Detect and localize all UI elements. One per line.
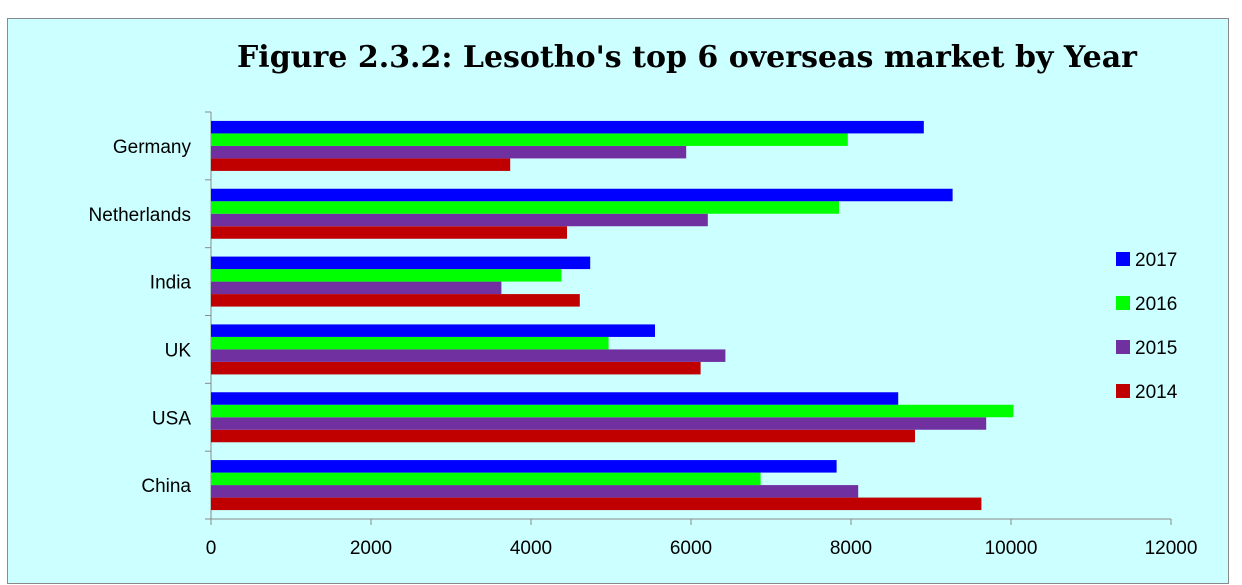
y-tick-label: Germany: [113, 137, 192, 158]
bar-india-2016: [211, 269, 562, 282]
bar-netherlands-2017: [211, 188, 953, 202]
bar-netherlands-2016: [211, 201, 839, 214]
bar-uk-2016: [211, 336, 609, 350]
legend-swatch-2017: [1116, 252, 1130, 266]
bars: [211, 120, 1014, 511]
chart-title: Figure 2.3.2: Lesotho's top 6 overseas m…: [237, 40, 1138, 75]
y-tick-label: India: [150, 273, 192, 294]
axes: [205, 111, 1172, 525]
legend-label-2014: 2014: [1135, 382, 1178, 403]
bar-india-2017: [211, 256, 591, 270]
x-tick-label: 6000: [670, 538, 712, 559]
x-tick-label: 8000: [830, 538, 872, 559]
bar-china-2014: [211, 497, 982, 511]
legend-swatch-2014: [1116, 384, 1130, 398]
bar-germany-2016: [211, 133, 848, 146]
bar-germany-2017: [211, 120, 924, 134]
bar-uk-2015: [211, 349, 726, 362]
x-tick-label: 2000: [350, 538, 392, 559]
x-tick-label: 12000: [1145, 538, 1198, 559]
x-tick-label: 10000: [985, 538, 1038, 559]
bar-china-2015: [211, 485, 859, 498]
bar-india-2014: [211, 294, 580, 307]
bar-chart: Figure 2.3.2: Lesotho's top 6 overseas m…: [89, 40, 1198, 559]
bar-uk-2014: [211, 361, 701, 375]
bar-usa-2016: [211, 404, 1014, 418]
y-tick-label: China: [141, 476, 191, 497]
legend-label-2016: 2016: [1135, 294, 1177, 315]
bar-uk-2017: [211, 324, 655, 337]
y-tick-label: USA: [152, 408, 191, 429]
legend: 2017 2016 2015 2014: [1116, 250, 1178, 403]
bar-netherlands-2015: [211, 213, 708, 227]
bar-germany-2014: [211, 158, 511, 171]
x-tick-label: 4000: [510, 538, 552, 559]
legend-label-2015: 2015: [1135, 338, 1177, 359]
bar-china-2016: [211, 472, 761, 486]
chart-area: Figure 2.3.2: Lesotho's top 6 overseas m…: [7, 18, 1229, 584]
legend-swatch-2015: [1116, 340, 1130, 354]
bar-usa-2015: [211, 417, 987, 430]
bar-netherlands-2014: [211, 226, 567, 239]
y-tick-label: UK: [165, 340, 192, 361]
bar-usa-2014: [211, 429, 915, 443]
y-tick-label: Netherlands: [89, 205, 191, 226]
bar-usa-2017: [211, 392, 899, 405]
bar-india-2015: [211, 281, 502, 295]
x-tick-label: 0: [206, 538, 217, 559]
bar-china-2017: [211, 460, 837, 473]
tick-labels: 0 2000 4000 6000 8000 10000 12000 China USA UK Ind…: [89, 137, 1198, 559]
legend-label-2017: 2017: [1135, 250, 1177, 271]
legend-swatch-2016: [1116, 296, 1130, 310]
bar-germany-2015: [211, 145, 687, 159]
